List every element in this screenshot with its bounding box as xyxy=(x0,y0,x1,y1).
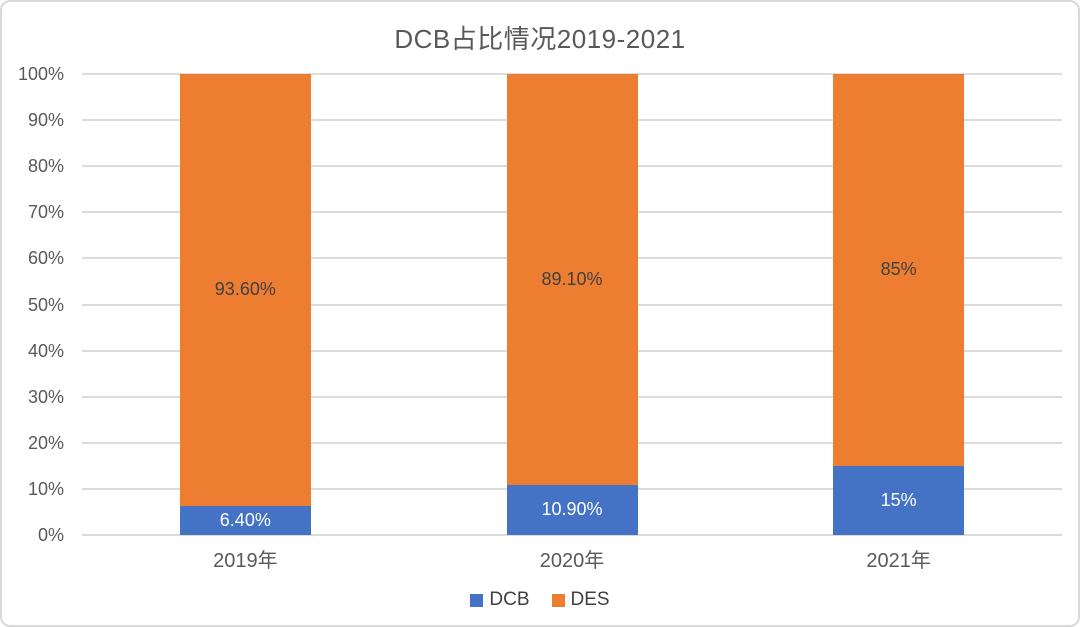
chart-title: DCB占比情况2019-2021 xyxy=(394,24,686,54)
y-tick-label: 20% xyxy=(27,432,64,453)
gridline xyxy=(82,73,1062,75)
data-label: 10.90% xyxy=(541,499,603,520)
plot-area: 6.40% 93.60% 10.90% 89.10% 15% 85% xyxy=(82,73,1062,536)
data-label: 93.60% xyxy=(214,279,276,300)
y-tick-label: 0% xyxy=(37,525,64,545)
legend-swatch-icon xyxy=(470,593,484,607)
x-axis-category-label: 2019年 xyxy=(213,550,278,572)
bar-segment-des-2019年: 93.60% xyxy=(179,74,311,506)
x-axis-category-label: 2020年 xyxy=(539,550,605,572)
y-tick-label: 100% xyxy=(17,64,64,84)
legend-swatch-icon xyxy=(551,593,565,607)
data-label: 15% xyxy=(880,489,917,510)
y-tick-label: 60% xyxy=(27,248,64,269)
legend: DCB DES xyxy=(2,589,1078,611)
legend-label: DCB xyxy=(489,589,530,610)
y-tick-label: 40% xyxy=(27,340,64,361)
data-label: 85% xyxy=(880,259,917,280)
gridline xyxy=(82,534,1062,536)
bar-segment-des-2020年: 89.10% xyxy=(506,74,638,485)
legend-item-dcb: DCB xyxy=(470,589,530,611)
legend-label: DES xyxy=(570,589,610,610)
x-axis-category-label: 2021年 xyxy=(866,550,931,572)
data-label: 89.10% xyxy=(541,268,603,289)
x-axis-labels: 2019年 2020年 2021年 xyxy=(82,544,1062,573)
y-tick-label: 80% xyxy=(27,156,64,177)
legend-item-des: DES xyxy=(551,589,610,611)
y-tick-label: 90% xyxy=(27,110,64,131)
y-tick-label: 70% xyxy=(27,202,64,223)
y-tick-label: 50% xyxy=(27,294,64,315)
y-axis-tick-labels: 0% 10% 20% 30% 40% 50% 60% 70% 80% 90% 100% xyxy=(2,64,74,545)
y-tick-label: 10% xyxy=(27,478,64,499)
bar-segment-dcb-2020年: 10.90% xyxy=(506,484,638,535)
data-label: 6.40% xyxy=(219,509,271,530)
bar-segment-des-2021年: 85% xyxy=(833,74,965,466)
bar-segment-dcb-2019年: 6.40% xyxy=(179,505,311,535)
bar-segment-dcb-2021年: 15% xyxy=(833,465,965,535)
y-tick-label: 30% xyxy=(27,386,64,407)
